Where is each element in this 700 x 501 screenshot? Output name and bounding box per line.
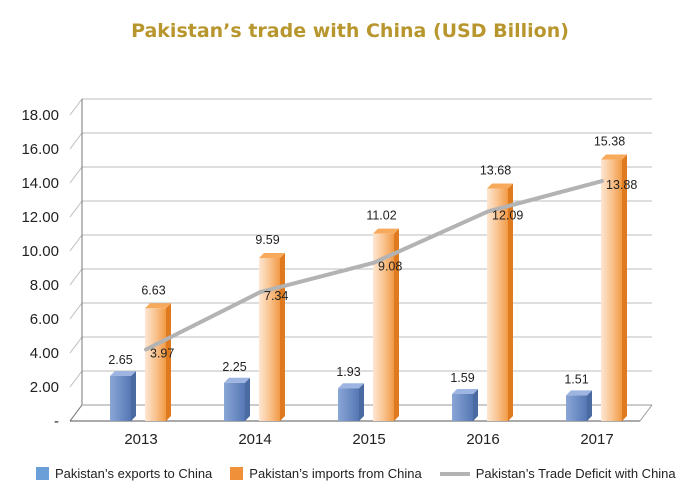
import-bar-side (166, 303, 171, 421)
y-tick-label: 6.00 (30, 311, 59, 328)
export-bar-front (452, 393, 473, 421)
import-bar (487, 183, 513, 421)
export-bar (338, 383, 364, 421)
import-bar (601, 154, 627, 422)
import-data-label: 11.02 (366, 209, 396, 223)
export-data-label: 1.51 (564, 372, 588, 386)
export-bar-front (110, 375, 131, 421)
deficit-point (258, 290, 262, 294)
legend-item-exports: Pakistan’s exports to China (36, 466, 212, 481)
legend-swatch-imports (230, 467, 244, 480)
export-bar-side (359, 383, 364, 421)
import-bar (145, 303, 171, 421)
deficit-data-label: 9.08 (378, 260, 402, 274)
deficit-data-label: 3.97 (150, 347, 174, 361)
export-bar-top (110, 370, 136, 376)
x-tick-label: 2013 (124, 431, 157, 448)
x-tick-label: 2017 (580, 431, 613, 448)
deficit-point (144, 348, 148, 352)
export-bar (110, 370, 136, 421)
export-data-label: 1.59 (450, 371, 474, 385)
export-data-label: 2.65 (108, 353, 132, 367)
export-bar-top (338, 383, 364, 389)
import-bar-top (259, 252, 285, 258)
export-bar-side (473, 388, 478, 421)
trade-chart: - 2.00 4.00 6.00 8.00 10.00 12.00 14.00 16.00 18.… (21, 98, 653, 448)
export-bar-side (587, 390, 592, 421)
x-tick-label: 2014 (238, 431, 271, 448)
gridline (69, 166, 652, 184)
import-bar (373, 228, 399, 421)
deficit-data-label: 12.09 (492, 208, 523, 222)
deficit-data-label: 13.88 (606, 178, 637, 192)
import-bar-front (373, 233, 394, 421)
import-data-label: 13.68 (480, 163, 511, 177)
import-bar-front (259, 257, 280, 421)
export-bar (566, 390, 592, 421)
y-tick-label: 8.00 (30, 277, 59, 294)
import-data-label: 15.38 (594, 135, 625, 149)
y-tick-label: - (54, 413, 59, 430)
export-bar-front (338, 388, 359, 421)
export-bar-side (245, 377, 250, 421)
deficit-point (600, 179, 604, 183)
deficit-point (372, 261, 376, 265)
gridline (69, 234, 652, 252)
legend-item-imports: Pakistan’s imports from China (230, 466, 422, 481)
export-bar-side (131, 370, 136, 421)
legend-swatch-exports (36, 467, 49, 480)
import-bar-side (508, 183, 513, 421)
export-bar-top (224, 377, 250, 383)
gridline (69, 98, 652, 116)
legend-label-exports: Pakistan’s exports to China (55, 466, 213, 481)
legend-label-imports: Pakistan’s imports from China (249, 466, 422, 481)
gridline (69, 200, 652, 218)
y-tick-label: 16.00 (21, 141, 59, 158)
export-bar (224, 377, 250, 421)
export-bar-front (566, 395, 587, 421)
legend-swatch-deficit (439, 471, 470, 476)
legend-label-deficit: Pakistan’s Trade Deficit with China (475, 466, 676, 481)
chart-title: Pakistan’s trade with China (USD Billion… (131, 20, 569, 42)
gridline (69, 132, 652, 150)
import-bar-side (394, 228, 399, 421)
import-bar-top (373, 228, 399, 234)
y-tick-label: 18.00 (21, 107, 59, 124)
import-bar-front (487, 188, 508, 421)
import-data-label: 6.63 (141, 283, 165, 297)
y-tick-label: 14.00 (21, 175, 59, 192)
import-bar-top (145, 303, 171, 309)
import-bar (259, 252, 285, 421)
import-bar-top (601, 154, 627, 160)
legend-item-deficit: Pakistan’s Trade Deficit with China (439, 466, 676, 481)
import-bar-side (280, 252, 285, 421)
y-tick-label: 2.00 (30, 379, 59, 396)
deficit-data-label: 7.34 (264, 289, 288, 303)
export-bar-top (566, 390, 592, 396)
x-tick-label: 2015 (352, 431, 385, 448)
import-bar-top (487, 183, 513, 189)
import-bar-side (622, 154, 627, 422)
export-data-label: 2.25 (222, 360, 246, 374)
export-bar-top (452, 388, 478, 394)
import-data-label: 9.59 (255, 233, 279, 247)
floor-edge-left (69, 404, 83, 422)
y-tick-label: 10.00 (21, 243, 59, 260)
y-tick-label: 4.00 (30, 345, 59, 362)
legend: Pakistan’s exports to China Pakistan’s i… (36, 466, 694, 481)
x-tick-label: 2016 (466, 431, 499, 448)
deficit-point (486, 209, 490, 213)
export-data-label: 1.93 (336, 365, 360, 379)
import-bar-front (601, 159, 622, 422)
export-bar-front (224, 382, 245, 421)
y-tick-label: 12.00 (21, 209, 59, 226)
export-bar (452, 388, 478, 421)
floor-edge-right (639, 404, 653, 422)
import-bar-front (145, 308, 166, 421)
